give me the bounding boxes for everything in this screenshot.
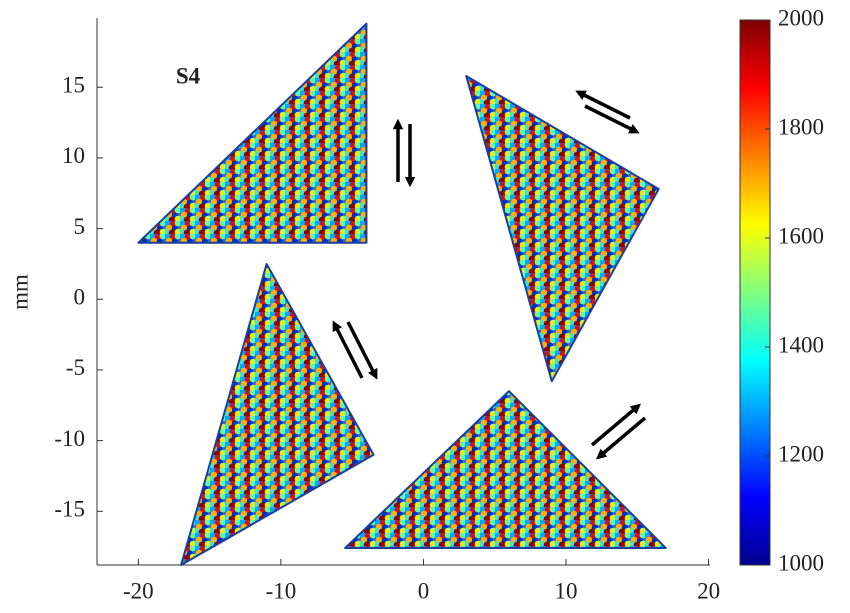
arrow — [590, 403, 642, 447]
x-tick-label: -20 — [123, 578, 154, 603]
point-region — [465, 74, 660, 383]
point-region — [137, 22, 368, 244]
y-tick-label: -5 — [66, 355, 85, 380]
colorbar-tick-label: 1000 — [778, 550, 824, 575]
arrow — [584, 104, 640, 134]
arrow — [595, 416, 647, 460]
annotation: S4 — [176, 63, 201, 88]
x-tick-label: 10 — [555, 578, 578, 603]
point-region — [180, 262, 375, 566]
y-tick-label: -10 — [54, 426, 85, 451]
colorbar-tick-label: 1200 — [778, 441, 824, 466]
arrow — [332, 320, 364, 379]
x-tick-label: 0 — [418, 578, 430, 603]
y-tick-label: 15 — [62, 73, 85, 98]
plot-area — [137, 22, 667, 566]
colorbar — [739, 19, 771, 566]
y-tick-label: 5 — [74, 214, 86, 239]
y-tick-label: 0 — [74, 285, 86, 310]
colorbar-tick-label: 1400 — [778, 332, 824, 357]
y-tick-label: -15 — [54, 497, 85, 522]
colorbar-tick-label: 1600 — [778, 223, 824, 248]
x-tick-label: -10 — [266, 578, 297, 603]
point-region — [344, 390, 667, 550]
x-tick-label: 20 — [697, 578, 720, 603]
arrows — [332, 90, 647, 460]
y-axis-label: mm — [7, 274, 32, 310]
arrow — [346, 321, 378, 380]
arrow — [575, 90, 631, 120]
colorbar-tick-label: 1800 — [778, 114, 824, 139]
y-tick-label: 10 — [62, 143, 85, 168]
colorbar-tick-label: 2000 — [778, 5, 824, 30]
